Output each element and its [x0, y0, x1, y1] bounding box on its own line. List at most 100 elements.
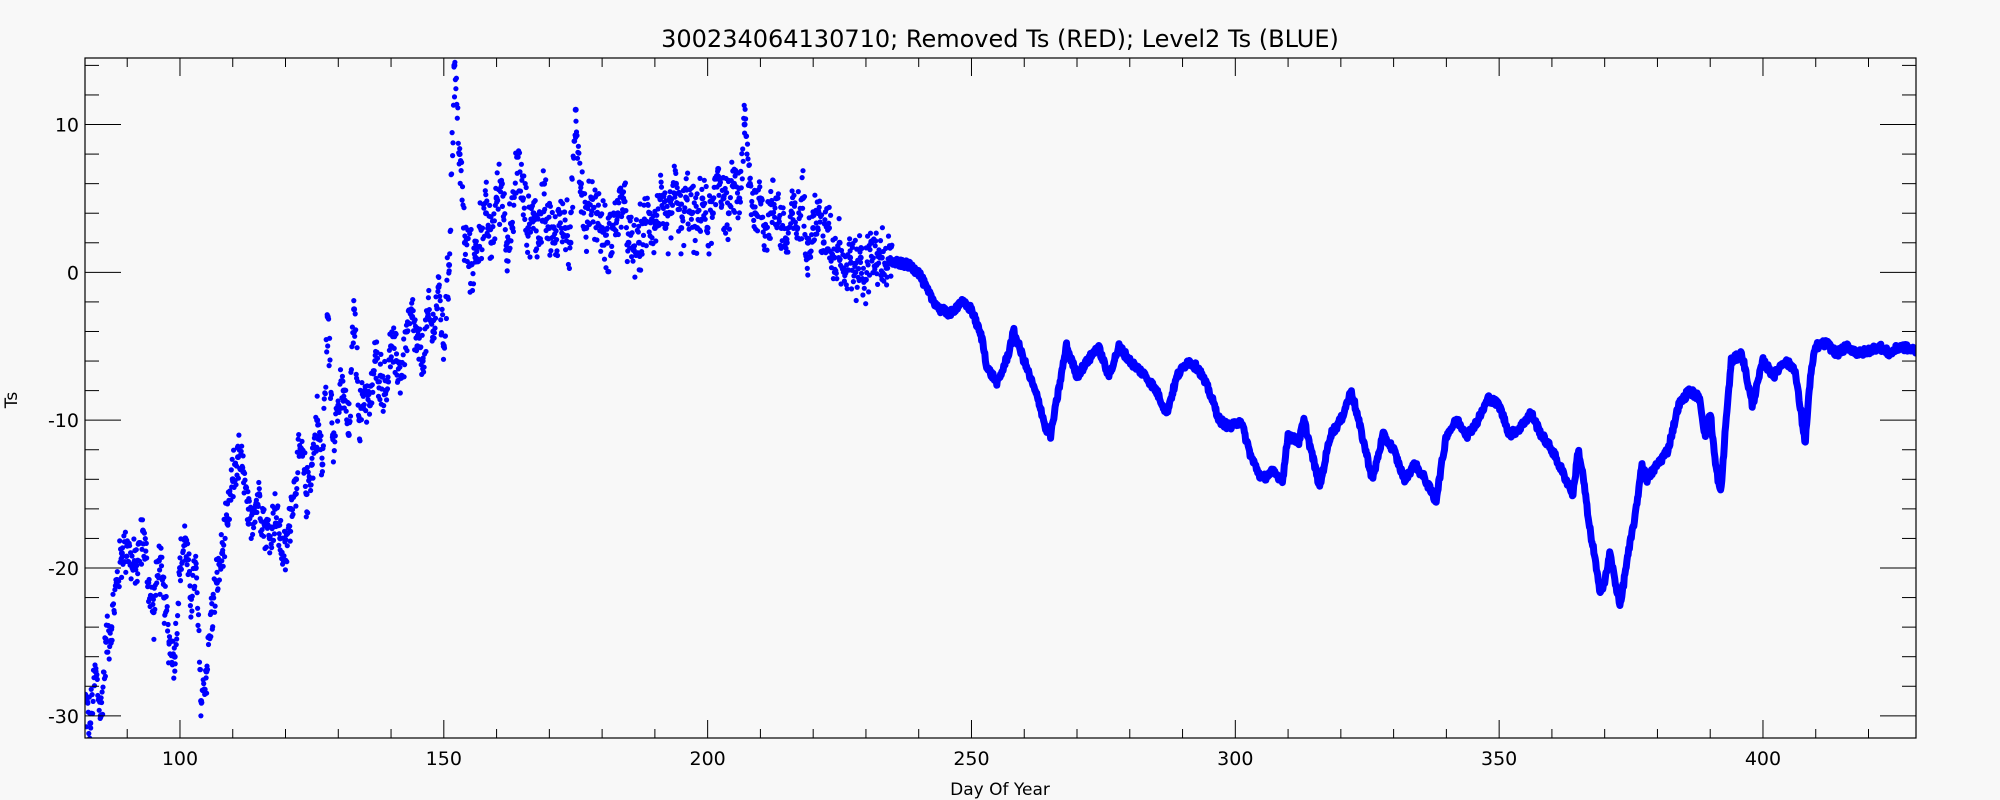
data-point [348, 367, 354, 373]
data-point [450, 153, 456, 159]
data-point [693, 195, 699, 201]
data-point [144, 555, 150, 561]
data-point [798, 213, 804, 219]
data-point [450, 140, 456, 146]
plot-area [85, 59, 1916, 738]
data-point [331, 448, 337, 454]
data-point [312, 432, 318, 438]
data-point [256, 491, 263, 498]
data-point [303, 491, 310, 498]
data-point [388, 354, 394, 360]
data-point [646, 210, 653, 217]
data-point [124, 542, 131, 549]
data-point [754, 228, 761, 234]
data-point [509, 219, 515, 225]
data-point [265, 517, 271, 523]
data-point [347, 413, 354, 419]
data-point [155, 557, 162, 564]
data-point [568, 209, 574, 215]
data-point [424, 324, 430, 330]
data-point [768, 210, 774, 217]
data-point [847, 236, 853, 242]
data-point [364, 419, 370, 425]
data-point [89, 692, 95, 698]
y-tick-label: 10 [55, 115, 79, 137]
data-point [214, 569, 220, 575]
data-point [449, 130, 455, 136]
data-point [251, 525, 257, 531]
data-point [494, 170, 500, 176]
data-point [856, 266, 862, 272]
x-tick-label: 150 [426, 748, 462, 770]
data-point [351, 306, 358, 313]
data-point [631, 243, 638, 249]
data-point [521, 205, 527, 211]
data-point [353, 327, 359, 333]
data-point [595, 202, 602, 208]
data-point [186, 568, 193, 575]
data-point [240, 468, 247, 475]
data-point [520, 195, 526, 202]
data-point [419, 332, 425, 338]
data-point [107, 630, 113, 636]
data-point [314, 393, 320, 399]
data-point [421, 369, 427, 375]
data-point [609, 243, 615, 249]
data-point [633, 217, 640, 223]
data-point [158, 545, 164, 551]
data-point [562, 217, 568, 223]
data-point [357, 438, 363, 444]
data-point [102, 673, 108, 679]
data-point [862, 276, 869, 283]
data-point [858, 270, 865, 276]
data-point [188, 614, 194, 620]
data-point [176, 572, 183, 578]
data-point [831, 254, 838, 261]
data-point [600, 198, 606, 204]
data-point [729, 159, 735, 165]
data-point [221, 542, 227, 548]
data-point [192, 565, 199, 571]
data-point [848, 286, 855, 292]
data-point [857, 233, 863, 239]
data-point [140, 528, 146, 534]
data-point [393, 358, 400, 364]
data-point [218, 532, 224, 538]
data-point [468, 226, 474, 233]
data-point [826, 225, 832, 231]
data-point [702, 216, 708, 222]
data-point [517, 169, 523, 175]
data-point [467, 262, 474, 268]
data-point [873, 262, 880, 268]
data-point [639, 251, 645, 257]
data-point [772, 205, 778, 211]
data-point [397, 364, 403, 370]
data-point [849, 244, 856, 250]
data-point [90, 698, 96, 705]
data-point [817, 219, 823, 225]
data-point [288, 528, 294, 534]
data-point [826, 220, 832, 226]
data-point [330, 432, 336, 438]
data-point [523, 184, 529, 191]
data-point [735, 215, 741, 221]
data-point [616, 200, 622, 206]
data-point [134, 578, 140, 585]
data-point [776, 219, 782, 225]
data-point [551, 239, 558, 246]
data-point [308, 487, 314, 494]
data-point [820, 239, 827, 246]
data-point [815, 210, 822, 217]
data-point [295, 436, 301, 442]
data-point [884, 262, 891, 268]
data-point [493, 195, 500, 202]
data-point [653, 238, 659, 244]
data-point [442, 333, 448, 339]
data-point [860, 265, 867, 271]
data-point [397, 390, 403, 396]
data-point [533, 228, 539, 234]
data-point [473, 238, 479, 244]
data-point [781, 210, 787, 216]
data-point [638, 267, 644, 273]
